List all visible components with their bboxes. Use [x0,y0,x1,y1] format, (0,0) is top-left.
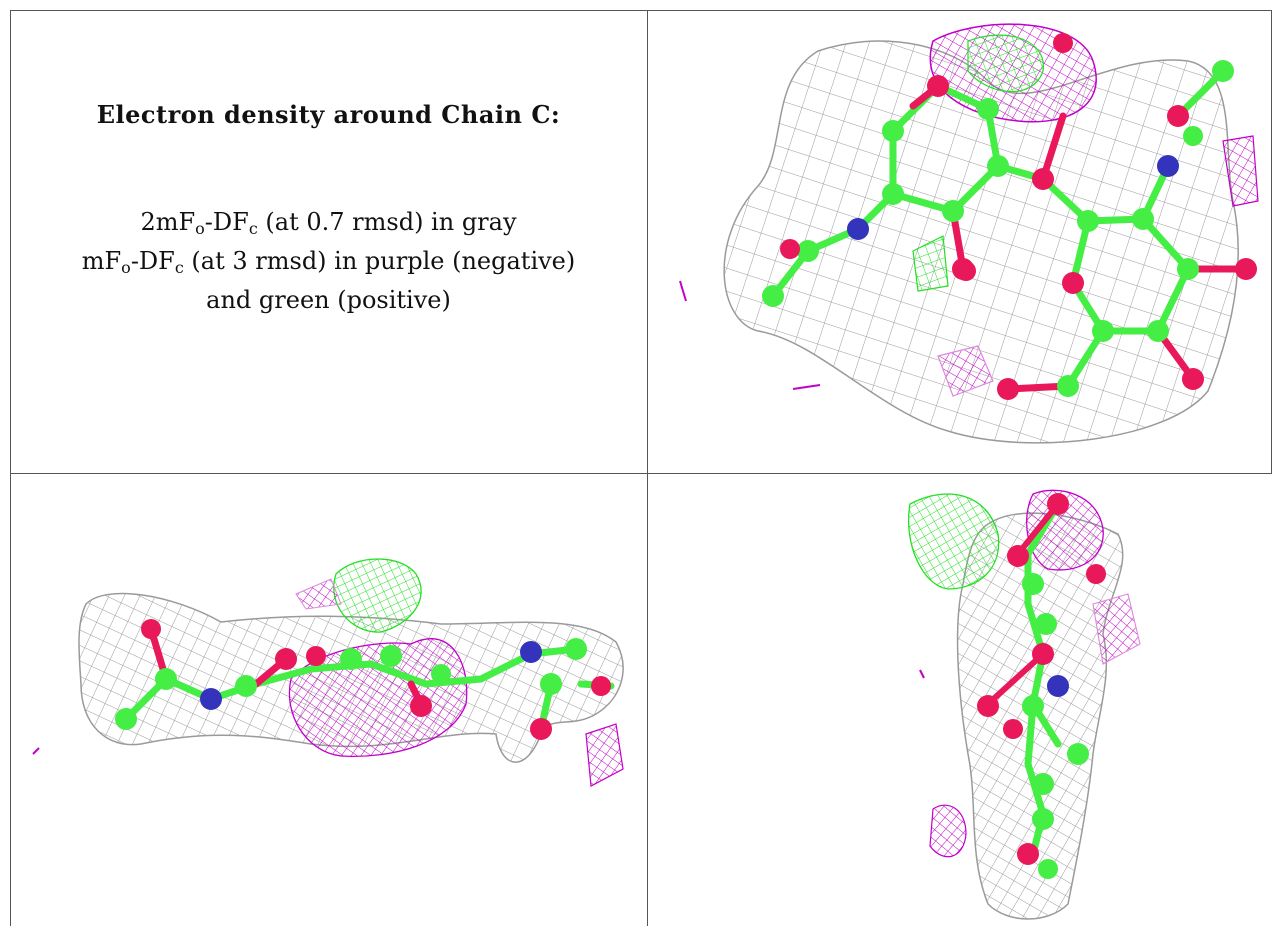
table-column-divider [647,10,648,926]
caption-description: 2mFo-DFc (at 0.7 rmsd) in gray mFo-DFc (… [10,206,647,316]
density-view-bottom-right [648,474,1271,926]
figure-table: Electron density around Chain C: 2mFo-DF… [10,10,1272,926]
table-border-right [1271,10,1272,473]
molecule-density-end-view-icon [908,489,1141,920]
molecule-density-side-view-icon [32,558,624,787]
caption-cell: Electron density around Chain C: 2mFo-DF… [10,10,647,473]
caption-line-green: and green (positive) [206,286,451,314]
caption-line-purple: mFo-DFc (at 3 rmsd) in purple (negative) [81,247,576,277]
density-view-top-right [648,11,1271,473]
caption-title: Electron density around Chain C: [96,100,561,129]
table-border-left [10,10,11,926]
molecule-density-view-icon [679,23,1259,444]
table-border-top [10,10,1272,11]
density-view-bottom-left [11,474,647,926]
table-row-divider [10,473,1272,474]
caption-line-gray: 2mFo-DFc (at 0.7 rmsd) in gray [140,208,517,238]
